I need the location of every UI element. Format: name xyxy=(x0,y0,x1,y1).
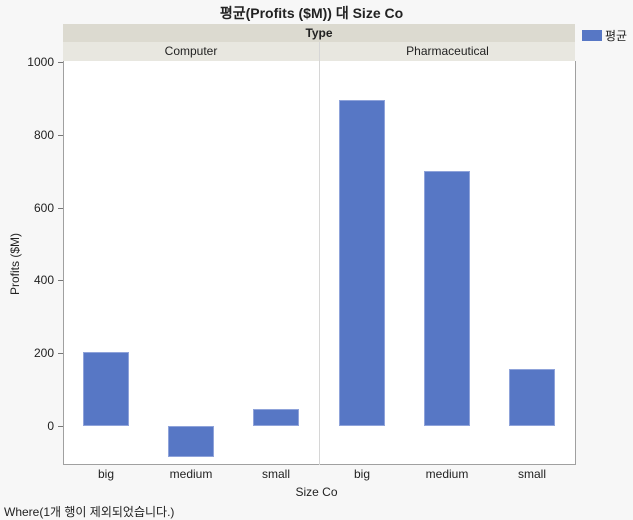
y-tick-label: 400 xyxy=(33,273,54,288)
legend-swatch xyxy=(582,30,602,41)
bar-computer-small[interactable] xyxy=(253,409,299,426)
bar-pharmaceutical-small[interactable] xyxy=(509,368,555,426)
x-tick-label: medium xyxy=(169,467,213,481)
y-tick xyxy=(58,62,63,63)
group-header-pharmaceutical: Pharmaceutical xyxy=(320,42,575,61)
legend: 평균 xyxy=(582,27,627,44)
footer-note: Where(1개 행이 제외되었습니다.) xyxy=(4,505,175,519)
chart-title: 평균(Profits ($M)) 대 Size Co xyxy=(219,5,404,21)
x-tick-label: small xyxy=(517,467,546,481)
y-tick-label: 200 xyxy=(33,346,54,361)
y-tick-label: 600 xyxy=(33,200,54,215)
y-tick-label: 0 xyxy=(47,419,54,433)
y-tick xyxy=(58,426,63,427)
bar-computer-medium[interactable] xyxy=(168,426,214,457)
group-header-computer: Computer xyxy=(63,42,319,61)
y-tick-label: 1000 xyxy=(27,55,54,69)
y-axis-label: Profits ($M) xyxy=(8,232,22,295)
legend-label: 평균 xyxy=(605,29,628,43)
bar-pharmaceutical-medium[interactable] xyxy=(424,171,470,426)
y-tick xyxy=(58,207,63,209)
y-tick xyxy=(58,353,63,355)
group-header-type: Type xyxy=(63,24,575,42)
y-tick-label: 800 xyxy=(33,127,54,142)
x-tick-label: big xyxy=(97,467,114,481)
x-tick-label: medium xyxy=(425,467,469,481)
x-tick-label: big xyxy=(353,467,370,481)
x-tick-label: small xyxy=(261,467,290,481)
y-tick xyxy=(58,134,63,136)
x-axis-label: Size Co xyxy=(295,485,338,499)
bar-pharmaceutical-big[interactable] xyxy=(339,100,385,426)
y-tick xyxy=(58,280,63,282)
bar-computer-big[interactable] xyxy=(83,352,129,426)
group-divider xyxy=(319,42,320,465)
